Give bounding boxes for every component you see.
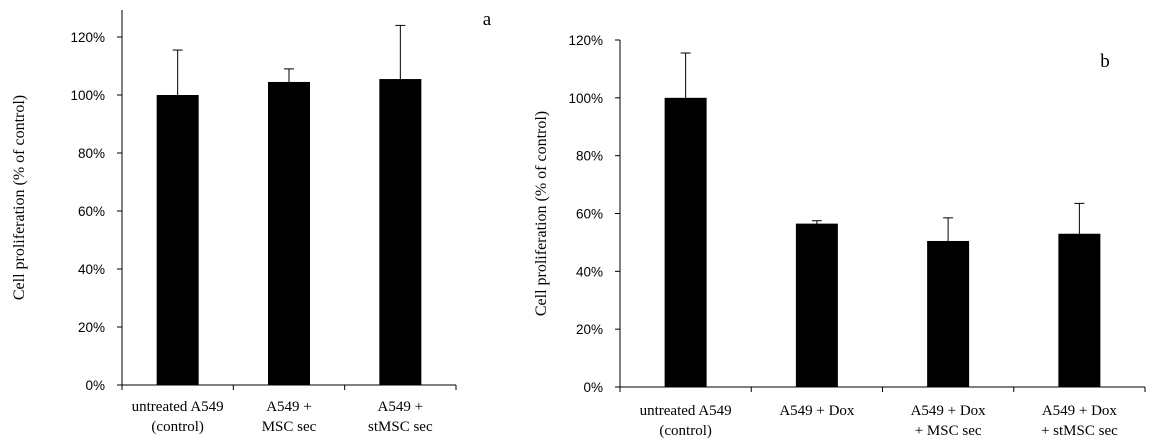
bar [268, 81, 310, 385]
x-category-label: A549 + [378, 399, 424, 415]
y-tick-label: 20% [78, 320, 105, 335]
x-category-label: A549 + Dox [1042, 403, 1118, 419]
x-category-label: stMSC sec [368, 419, 433, 435]
y-axis-title: Cell proliferation (% of control) [11, 95, 28, 300]
x-category-label: + MSC sec [915, 423, 982, 439]
y-tick-label: 20% [576, 322, 603, 337]
x-category-label: (control) [659, 423, 711, 439]
y-tick-label: 40% [78, 262, 105, 277]
bar [927, 240, 970, 387]
x-category-label: MSC sec [262, 419, 317, 435]
panel-label: b [1100, 51, 1110, 72]
y-tick-label: 100% [568, 91, 603, 106]
chart-panel-b: 0% 20% 40% 60% 80% 100% 120% untreated A549 (con… [533, 33, 1146, 439]
x-category-label: untreated A549 [640, 403, 732, 419]
panel-label: a [483, 9, 492, 30]
y-tick-label: 80% [576, 149, 603, 164]
y-tick-label: 120% [70, 30, 105, 45]
y-tick-label: 40% [576, 264, 603, 279]
x-category-label: A549 + Dox [779, 403, 855, 419]
y-axis-title: Cell proliferation (% of control) [533, 111, 550, 316]
x-category-label: (control) [151, 419, 203, 435]
bar [795, 223, 838, 387]
y-tick-label: 80% [78, 146, 105, 161]
x-category-label: untreated A549 [132, 399, 224, 415]
bar [156, 95, 199, 385]
y-tick-label: 60% [576, 207, 603, 222]
bar [664, 97, 707, 387]
y-tick-label: 0% [583, 380, 603, 395]
x-category-label: A549 + Dox [911, 403, 987, 419]
x-category-label: A549 + [266, 399, 312, 415]
chart-panel-a: 0% 20% 40% 60% 80% 100% 120% untreated A549 (con… [11, 9, 492, 435]
x-category-label: + stMSC sec [1041, 423, 1118, 439]
y-tick-label: 0% [85, 378, 105, 393]
y-tick-label: 60% [78, 204, 105, 219]
y-tick-label: 100% [70, 88, 105, 103]
y-tick-label: 120% [568, 33, 603, 48]
